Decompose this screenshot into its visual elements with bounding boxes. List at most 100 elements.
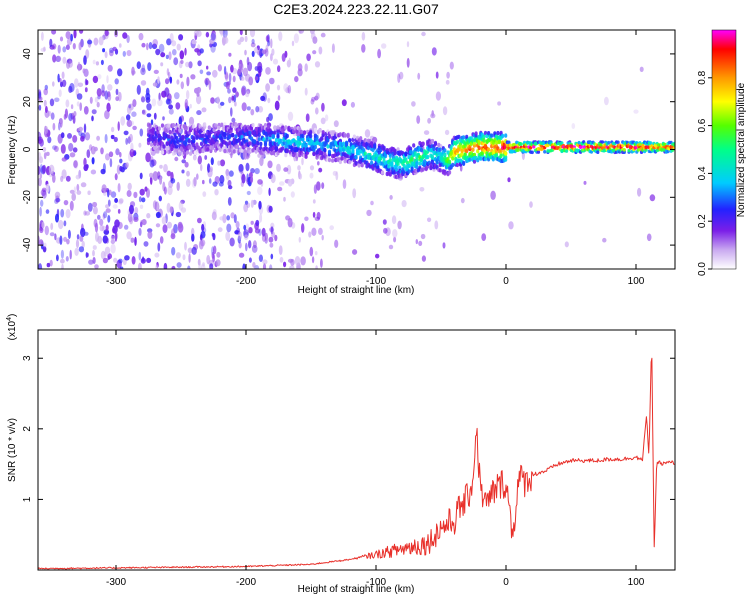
spectrogram-noise-cell	[100, 59, 104, 66]
spectrogram-noise-cell	[43, 99, 47, 107]
spectrogram-noise-cell	[141, 256, 145, 263]
spectrogram-noise-cell	[99, 218, 104, 226]
spectrogram-noise-cell	[148, 42, 153, 50]
spectrogram-ridge-cell	[192, 124, 196, 129]
spectrogram-noise-cell	[44, 84, 48, 91]
spectrogram-noise-cell	[219, 216, 225, 221]
spectrogram-noise-cell	[188, 116, 195, 126]
spectrogram-noise-cell	[261, 227, 266, 237]
spectrogram-noise-cell	[267, 40, 271, 47]
spectrogram-noise-cell	[101, 184, 107, 192]
spectrogram-noise-cell	[444, 129, 450, 136]
spectrogram-ridge-cell	[415, 164, 419, 170]
spectrogram-noise-cell	[258, 254, 263, 262]
spectrogram-noise-cell	[92, 249, 95, 257]
spectrogram-noise-cell	[125, 162, 129, 168]
spectrogram-noise-cell	[318, 46, 323, 55]
spectrogram-noise-cell	[258, 228, 262, 236]
spectrogram-ridge-cell	[193, 150, 197, 156]
spectrogram-noise-cell	[370, 200, 374, 206]
spectrogram-noise-cell	[105, 153, 110, 161]
spectrogram-noise-cell	[96, 101, 100, 108]
spectrogram-noise-cell	[262, 263, 267, 269]
spectrogram-ridge-cell	[251, 122, 255, 128]
spectrogram-noise-cell	[52, 173, 56, 183]
spectrogram-noise-cell	[312, 199, 316, 204]
spectrogram-ridge-cell	[240, 148, 244, 153]
spectrogram-noise-cell	[43, 242, 47, 248]
spectrogram-noise-cell	[112, 46, 117, 52]
spectrogram-noise-cell	[341, 99, 347, 107]
spectrogram-ridge-cell	[360, 163, 364, 168]
spectrogram-noise-cell	[268, 205, 273, 213]
spectrogram-noise-cell	[139, 188, 145, 196]
spectrogram-noise-cell	[101, 225, 107, 232]
spectrogram-noise-cell	[320, 117, 326, 125]
spectrogram-ridge-cell	[352, 134, 356, 139]
spectrogram-noise-cell	[312, 50, 317, 55]
spectrogram-noise-cell	[314, 251, 318, 256]
spectrogram-noise-cell	[222, 213, 227, 224]
spectrogram-noise-cell	[334, 239, 339, 248]
spectrogram-noise-cell	[39, 172, 43, 179]
spectrogram-noise-cell	[84, 87, 88, 93]
spectrogram-noise-cell	[91, 157, 95, 165]
spectrogram-noise-cell	[321, 102, 325, 112]
spectrogram-ridge-cell	[404, 157, 408, 162]
spectrogram-noise-cell	[171, 40, 177, 47]
spectrogram-noise-cell	[141, 219, 147, 226]
spectrogram-ridge-cell	[301, 136, 305, 142]
spectrogram-ridge-cell	[257, 137, 261, 142]
spectrogram-noise-cell	[174, 156, 179, 162]
spectrogram-y-tick-label: -40	[22, 237, 33, 252]
spectrogram-ridge-cell	[178, 151, 182, 157]
spectrogram-noise-cell	[219, 159, 226, 167]
spectrogram-ridge-cell	[363, 151, 367, 156]
spectrogram-noise-cell	[83, 55, 87, 66]
spectrogram-ridge-cell	[421, 167, 425, 172]
spectrogram-noise-cell	[218, 181, 224, 187]
spectrogram-noise-cell	[285, 215, 291, 221]
spectrogram-noise-cell	[250, 168, 255, 174]
spectrogram-ridge-cell	[451, 162, 455, 168]
spectrogram-y-label: Frequency (Hz)	[7, 116, 18, 185]
spectrogram-ridge-cell	[175, 144, 179, 149]
spectrogram-noise-cell	[65, 255, 69, 262]
spectrogram-noise-cell	[114, 78, 119, 85]
spectrogram-noise-cell	[406, 57, 410, 68]
spectrogram-noise-cell	[117, 121, 120, 132]
spectrogram-noise-cell	[377, 48, 381, 59]
spectrogram-noise-cell	[155, 223, 161, 228]
spectrogram-noise-cell	[189, 103, 192, 109]
spectrogram-ridge-cell	[438, 147, 442, 152]
spectrogram-noise-cell	[314, 61, 321, 68]
spectrogram-noise-cell	[431, 110, 435, 117]
spectrogram-noise-cell	[431, 47, 437, 56]
spectrogram-noise-cell	[174, 92, 180, 100]
spectrogram-noise-cell	[134, 236, 137, 246]
spectrogram-noise-cell	[335, 171, 339, 181]
spectrogram-noise-cell	[83, 210, 87, 216]
spectrogram-noise-cell	[131, 111, 137, 117]
spectrogram-noise-cell	[129, 148, 135, 158]
spectrogram-noise-cell	[235, 221, 240, 229]
spectrogram-ridge-cell	[193, 145, 197, 151]
spectrogram-noise-cell	[176, 79, 180, 85]
spectrogram-ridge-cell	[365, 141, 369, 147]
spectrogram-noise-cell	[267, 160, 273, 169]
spectrogram-noise-cell	[301, 223, 305, 233]
spectrogram-noise-cell	[163, 186, 167, 195]
spectrogram-noise-cell	[210, 32, 216, 41]
spectrogram-ridge-cell	[327, 134, 332, 139]
spectrogram-noise-cell	[265, 67, 271, 75]
spectrogram-noise-cell	[231, 95, 235, 101]
spectrogram-ridge-cell	[599, 142, 603, 147]
spectrogram-ridge-cell	[430, 159, 434, 164]
spectrogram-noise-cell	[68, 60, 73, 68]
spectrogram-noise-cell	[277, 186, 283, 192]
spectrogram-noise-cell	[604, 96, 609, 106]
spectrogram-noise-cell	[61, 79, 67, 88]
spectrogram-ridge-cell	[589, 150, 594, 154]
spectrogram-ridge-cell	[532, 145, 536, 149]
spectrogram-noise-cell	[82, 68, 86, 74]
